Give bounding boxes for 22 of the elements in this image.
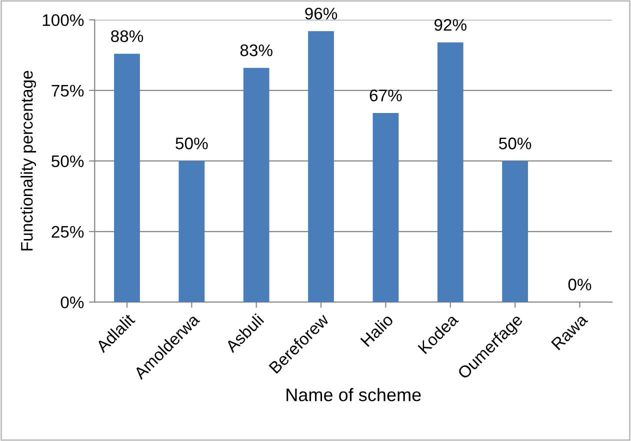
bar bbox=[372, 112, 399, 302]
data-label: 0% bbox=[568, 278, 592, 290]
data-label: 50% bbox=[499, 138, 532, 150]
data-label: 83% bbox=[240, 44, 272, 56]
bar bbox=[437, 42, 464, 302]
data-label: 88% bbox=[111, 30, 144, 42]
bar bbox=[308, 31, 334, 302]
bar bbox=[502, 160, 528, 302]
data-label: 67% bbox=[370, 90, 402, 102]
x-axis-title: Name of scheme bbox=[286, 388, 421, 402]
bar bbox=[243, 68, 270, 302]
y-tick-label: 50% bbox=[52, 155, 84, 168]
data-label: 50% bbox=[176, 138, 208, 150]
y-tick-label: 0% bbox=[60, 296, 84, 308]
data-label: 96% bbox=[305, 8, 338, 20]
y-tick-label: 100% bbox=[42, 14, 84, 26]
bar bbox=[114, 54, 140, 302]
y-tick-label: 75% bbox=[52, 84, 84, 97]
bar bbox=[178, 160, 205, 302]
y-axis-title: Functionality percentage bbox=[20, 70, 36, 250]
y-tick-label: 25% bbox=[52, 226, 84, 238]
data-label: 92% bbox=[434, 18, 466, 31]
